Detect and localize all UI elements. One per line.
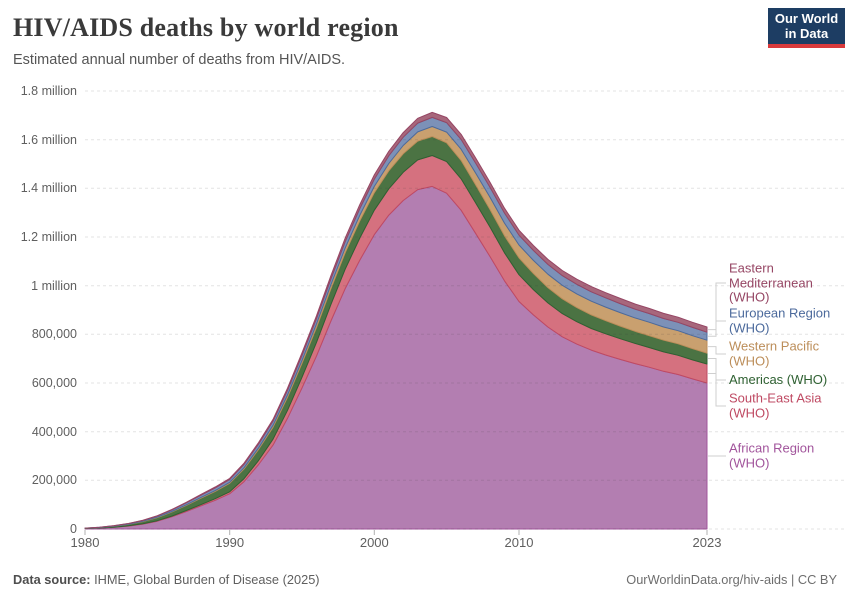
chart-subtitle: Estimated annual number of deaths from H… xyxy=(13,52,346,68)
page-title: HIV/AIDS deaths by world region xyxy=(13,13,399,42)
y-axis-label: 200,000 xyxy=(31,473,77,488)
y-axis-label: 1.2 million xyxy=(20,230,77,244)
footer-citation-link[interactable]: OurWorldinData.org/hiv-aids | CC BY xyxy=(626,571,837,587)
x-axis-label: 2000 xyxy=(359,535,389,550)
y-axis-label: 400,000 xyxy=(31,424,77,439)
y-axis-label: 1 million xyxy=(31,278,77,293)
x-axis-label: 1990 xyxy=(215,535,245,550)
data-source-label: Data source: xyxy=(13,571,91,587)
y-axis-label: 600,000 xyxy=(31,376,77,390)
chart-footer: Data source: IHME, Global Burden of Dise… xyxy=(0,568,850,590)
legend-connector xyxy=(708,320,726,337)
legend-connector xyxy=(708,358,726,381)
x-axis-label: 2010 xyxy=(504,535,534,550)
legend-item-americas-who[interactable]: Americas (WHO) xyxy=(729,371,828,387)
legend-item-western-pacific-who[interactable]: Western Pacific (WHO) xyxy=(729,338,820,368)
owid-logo-line2: in Data xyxy=(784,26,829,41)
y-axis-label: 0 xyxy=(70,522,77,536)
legend-item-african-region-who[interactable]: African Region (WHO) xyxy=(729,440,815,470)
legend-item-european-region-who[interactable]: European Region (WHO) xyxy=(729,305,831,335)
owid-logo-line1: Our World xyxy=(774,11,839,26)
legend-connector xyxy=(708,346,726,355)
legend-connector xyxy=(708,373,726,407)
data-source[interactable]: Data source: IHME, Global Burden of Dise… xyxy=(13,572,320,587)
x-axis-label: 2023 xyxy=(692,535,722,550)
legend-item-south-east-asia-who[interactable]: South-East Asia (WHO) xyxy=(729,390,822,420)
y-axis-label: 1.4 million xyxy=(20,181,77,196)
data-source-text: IHME, Global Burden of Disease (2025) xyxy=(94,571,320,587)
y-axis-label: 800,000 xyxy=(31,327,77,342)
x-axis-label: 1980 xyxy=(70,535,100,550)
area-series-eastern-mediterranean-who[interactable] xyxy=(84,111,708,529)
legend-connector xyxy=(708,282,726,331)
owid-logo[interactable]: Our World in Data xyxy=(768,8,845,48)
y-axis-label: 1.6 million xyxy=(20,132,77,147)
legend-item-eastern-mediterranean-who[interactable]: Eastern Mediterranean (WHO) xyxy=(729,260,813,305)
y-axis-label: 1.8 million xyxy=(20,84,77,98)
